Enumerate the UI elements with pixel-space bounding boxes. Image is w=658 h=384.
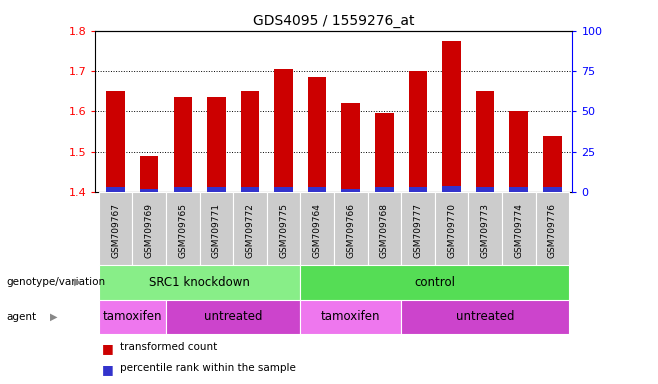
Bar (99, 300, 166, 334)
Bar (334, 192, 368, 265)
Bar (107, 187, 125, 192)
Bar (241, 187, 259, 192)
Text: GSM709767: GSM709767 (111, 203, 120, 258)
Text: tamoxifen: tamoxifen (103, 310, 162, 323)
Bar (99, 265, 300, 300)
Text: GSM709774: GSM709774 (514, 203, 523, 258)
Text: ■: ■ (102, 363, 114, 376)
Text: GSM709764: GSM709764 (313, 203, 322, 258)
Bar (543, 136, 561, 192)
Bar (409, 71, 427, 192)
Text: GSM709773: GSM709773 (480, 203, 490, 258)
Text: untreated: untreated (456, 310, 515, 323)
Bar (166, 192, 199, 265)
Text: untreated: untreated (204, 310, 263, 323)
Bar (166, 300, 300, 334)
Bar (107, 91, 125, 192)
Bar (207, 97, 226, 192)
Bar (375, 113, 393, 192)
Bar (502, 192, 536, 265)
Text: GSM709765: GSM709765 (178, 203, 188, 258)
Text: percentile rank within the sample: percentile rank within the sample (120, 363, 296, 373)
Bar (132, 192, 166, 265)
Text: tamoxifen: tamoxifen (321, 310, 380, 323)
Text: ▶: ▶ (50, 312, 57, 322)
Bar (274, 187, 293, 192)
Text: control: control (415, 276, 455, 289)
Bar (199, 192, 233, 265)
Text: GSM709766: GSM709766 (346, 203, 355, 258)
Bar (509, 187, 528, 192)
Text: ■: ■ (102, 342, 114, 355)
Bar (300, 265, 569, 300)
Text: GSM709771: GSM709771 (212, 203, 221, 258)
Bar (140, 189, 159, 192)
Text: GSM709772: GSM709772 (245, 203, 255, 258)
Text: GSM709777: GSM709777 (413, 203, 422, 258)
Bar (274, 69, 293, 192)
Text: GSM709775: GSM709775 (279, 203, 288, 258)
Bar (233, 192, 266, 265)
Text: GSM709770: GSM709770 (447, 203, 456, 258)
Bar (207, 187, 226, 192)
Bar (300, 300, 401, 334)
Bar (308, 187, 326, 192)
Bar (536, 192, 569, 265)
Bar (442, 185, 461, 192)
Text: GSM709769: GSM709769 (145, 203, 154, 258)
Text: genotype/variation: genotype/variation (7, 277, 106, 287)
Bar (241, 91, 259, 192)
Text: ▶: ▶ (74, 277, 82, 287)
Bar (300, 192, 334, 265)
Bar (435, 192, 468, 265)
Bar (342, 103, 360, 192)
Text: transformed count: transformed count (120, 342, 218, 352)
Bar (442, 41, 461, 192)
Bar (476, 91, 494, 192)
Bar (468, 192, 502, 265)
Bar (401, 192, 435, 265)
Bar (308, 77, 326, 192)
Bar (375, 187, 393, 192)
Text: SRC1 knockdown: SRC1 knockdown (149, 276, 250, 289)
Text: GSM709768: GSM709768 (380, 203, 389, 258)
Text: GSM709776: GSM709776 (548, 203, 557, 258)
Bar (543, 187, 561, 192)
Bar (174, 97, 192, 192)
Bar (409, 187, 427, 192)
Bar (140, 156, 159, 192)
Bar (509, 111, 528, 192)
Bar (342, 189, 360, 192)
Bar (476, 187, 494, 192)
Bar (174, 187, 192, 192)
Bar (99, 192, 132, 265)
Title: GDS4095 / 1559276_at: GDS4095 / 1559276_at (253, 14, 415, 28)
Text: agent: agent (7, 312, 37, 322)
Bar (368, 192, 401, 265)
Bar (401, 300, 569, 334)
Bar (266, 192, 300, 265)
